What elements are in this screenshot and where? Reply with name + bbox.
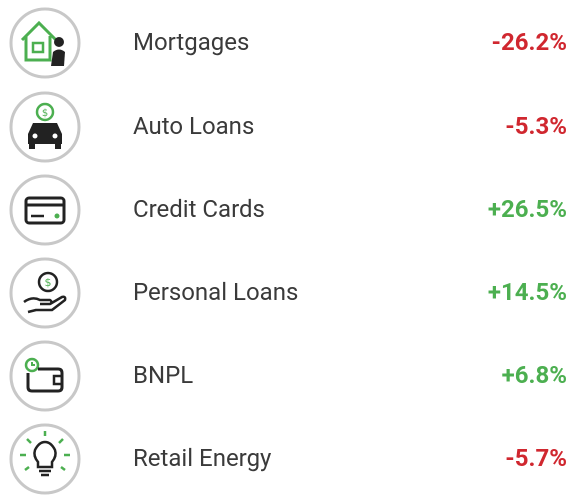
row: Credit Cards +26.5% — [0, 168, 573, 250]
bnpl-icon — [9, 340, 81, 412]
label: Credit Cards — [133, 195, 265, 223]
row: Mortgages -26.2% — [0, 1, 573, 83]
change: +14.5% — [487, 278, 567, 306]
label: Mortgages — [133, 28, 250, 56]
row: $ Auto Loans -5.3% — [0, 85, 573, 167]
svg-text:$: $ — [45, 276, 52, 289]
change: -5.7% — [505, 444, 567, 472]
credit-card-icon — [9, 174, 81, 246]
change: +26.5% — [487, 195, 567, 223]
label: Auto Loans — [133, 112, 255, 140]
row: Retail Energy -5.7% — [0, 417, 573, 499]
mortgage-icon — [9, 7, 81, 79]
row: $ Personal Loans +14.5% — [0, 251, 573, 333]
personal-loan-icon: $ — [9, 257, 81, 329]
auto-loan-icon: $ — [9, 91, 81, 163]
change: +6.8% — [501, 361, 567, 389]
change: -26.2% — [491, 28, 567, 56]
label: Retail Energy — [133, 444, 272, 472]
label: Personal Loans — [133, 278, 299, 306]
change: -5.3% — [505, 112, 567, 140]
retail-energy-icon — [9, 423, 81, 495]
row: BNPL +6.8% — [0, 334, 573, 416]
svg-text:$: $ — [42, 108, 48, 119]
label: BNPL — [133, 361, 194, 389]
